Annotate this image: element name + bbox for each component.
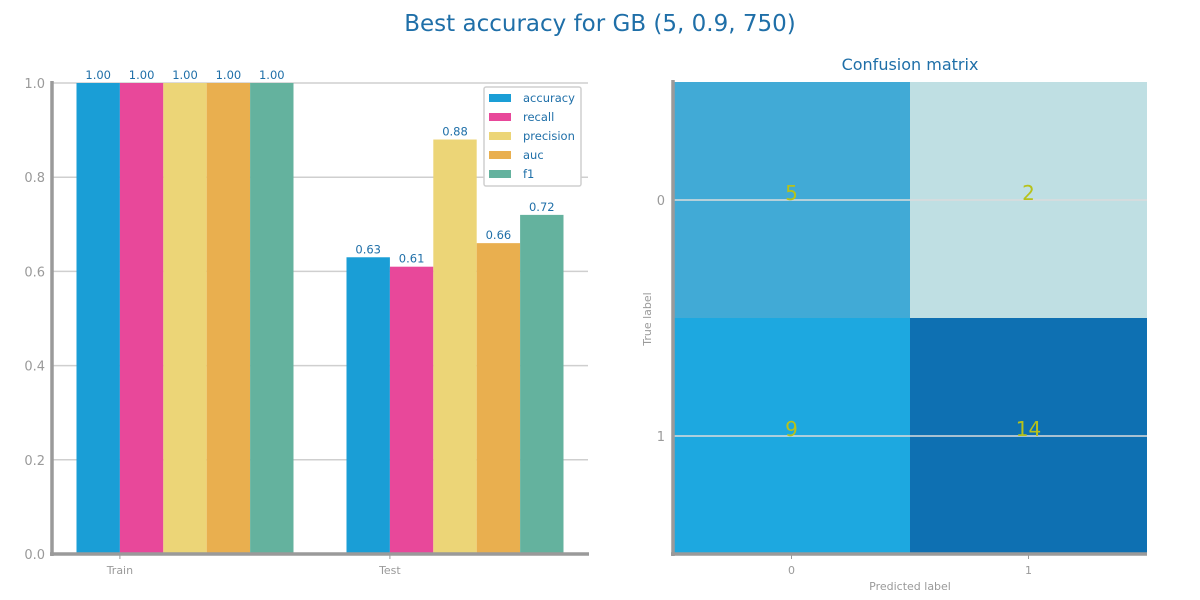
cm-y-tick-labels: 01 bbox=[657, 194, 665, 445]
cm-value-0-1: 2 bbox=[1022, 181, 1035, 205]
confusion-matrix-gridlines bbox=[673, 199, 1147, 437]
cm-y-axis-label: True label bbox=[641, 292, 654, 346]
data-label: 1.00 bbox=[216, 68, 242, 82]
bar-f1-test bbox=[520, 214, 564, 554]
legend-swatch-auc bbox=[489, 151, 511, 159]
data-label: 0.63 bbox=[355, 242, 381, 256]
confusion-matrix-cells bbox=[673, 82, 1147, 554]
bar-accuracy-train bbox=[76, 83, 120, 554]
bar-accuracy-test bbox=[346, 257, 390, 554]
y-tick-label: 0.0 bbox=[24, 548, 45, 563]
bar-auc-test bbox=[476, 243, 521, 554]
data-label: 1.00 bbox=[172, 68, 198, 82]
bar-f1-train bbox=[250, 83, 294, 554]
y-tick-label: 1.0 bbox=[24, 77, 45, 92]
bar-recall-train bbox=[119, 83, 164, 554]
bar-precision-test bbox=[433, 139, 477, 554]
data-label: 1.00 bbox=[129, 68, 155, 82]
bar-auc-train bbox=[206, 83, 251, 554]
cm-y-tick-label: 1 bbox=[657, 430, 665, 445]
legend-swatch-precision bbox=[489, 132, 511, 140]
legend-label-accuracy: accuracy bbox=[523, 91, 575, 105]
legend-label-auc: auc bbox=[523, 148, 544, 162]
bar-series bbox=[76, 83, 564, 554]
bar-axes bbox=[50, 81, 589, 556]
legend: accuracy recall precision auc f1 bbox=[483, 86, 582, 187]
cm-x-tick-label: 0 bbox=[788, 564, 795, 577]
y-tick-label: 0.6 bbox=[24, 265, 45, 280]
legend-label-f1: f1 bbox=[523, 167, 534, 181]
bar-precision-train bbox=[163, 83, 207, 554]
bar-chart: 1.00 1.00 1.00 1.00 1.00 0.63 0.61 0.88 0.66 0.72… bbox=[24, 68, 589, 577]
figure-title: Best accuracy for GB (5, 0.9, 750) bbox=[404, 11, 795, 37]
bar-y-tick-labels: 0.0 0.2 0.4 0.6 0.8 1.0 bbox=[24, 77, 45, 563]
confusion-matrix-axes bbox=[671, 80, 1147, 556]
legend-label-recall: recall bbox=[523, 110, 554, 124]
data-label: 0.66 bbox=[486, 228, 512, 242]
cm-value-1-1: 14 bbox=[1016, 417, 1041, 441]
y-tick-label: 0.8 bbox=[24, 171, 45, 186]
legend-swatch-accuracy bbox=[489, 94, 511, 102]
legend-swatch-recall bbox=[489, 113, 511, 121]
bar-x-tick-labels: Train Test bbox=[106, 554, 401, 577]
data-label: 1.00 bbox=[85, 68, 111, 82]
cm-x-axis-label: Predicted label bbox=[869, 580, 951, 593]
bar-data-labels: 1.00 1.00 1.00 1.00 1.00 0.63 0.61 0.88 0.66 0.72 bbox=[85, 68, 554, 266]
cm-value-1-0: 9 bbox=[785, 417, 798, 441]
confusion-matrix-values: 5 2 9 14 bbox=[785, 181, 1041, 441]
confusion-matrix-title: Confusion matrix bbox=[842, 55, 979, 74]
cm-y-tick-label: 0 bbox=[657, 194, 665, 209]
legend-swatch-f1 bbox=[489, 170, 511, 178]
legend-box bbox=[483, 86, 582, 187]
data-label: 0.61 bbox=[399, 252, 425, 266]
x-tick-label: Train bbox=[106, 564, 133, 577]
data-label: 0.72 bbox=[529, 200, 555, 214]
x-tick-label: Test bbox=[378, 564, 401, 577]
y-tick-label: 0.4 bbox=[24, 360, 45, 375]
y-tick-label: 0.2 bbox=[24, 454, 45, 469]
bar-recall-test bbox=[389, 266, 434, 554]
legend-label-precision: precision bbox=[523, 129, 575, 143]
data-label: 0.88 bbox=[442, 125, 468, 139]
cm-x-tick-label: 1 bbox=[1025, 564, 1032, 577]
data-label: 1.00 bbox=[259, 68, 285, 82]
cm-value-0-0: 5 bbox=[785, 181, 798, 205]
